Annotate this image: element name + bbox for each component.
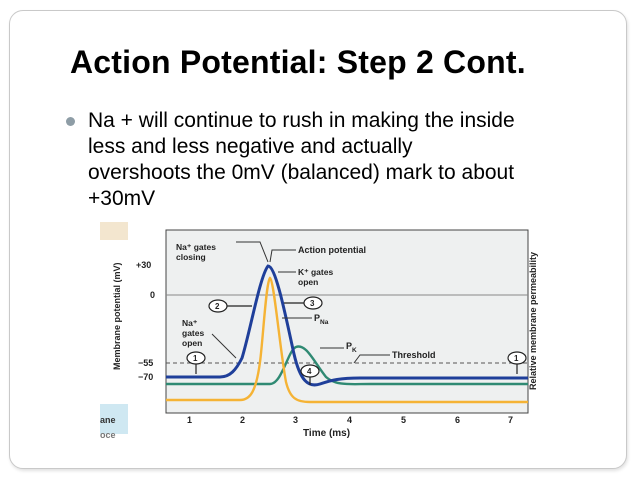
- y-tick-label: 0: [150, 290, 155, 300]
- label-pna: PNa: [314, 313, 329, 326]
- plot-area: [165, 229, 529, 414]
- callout-line: [353, 354, 390, 364]
- x-tick-label: 1: [187, 415, 192, 425]
- label-pk-main: P: [346, 341, 352, 351]
- decor-strip-bottom: [100, 404, 128, 434]
- step-marker: 1: [507, 351, 527, 374]
- x-axis-label: Time (ms): [303, 428, 350, 439]
- x-tick-label: 4: [347, 415, 352, 425]
- bullet-icon: [66, 117, 75, 126]
- label-na-closing-line: closing: [176, 252, 206, 262]
- pna-curve: [166, 276, 528, 404]
- label-na-open: Na⁺ gates open: [182, 318, 207, 348]
- pk-curve: [166, 345, 528, 386]
- label-na-open-line: gates: [182, 328, 204, 338]
- label-k-open-line: K⁺ gates: [298, 267, 333, 277]
- callout-line: [236, 241, 269, 263]
- action-potential-curve: [166, 264, 528, 387]
- bullet-text: Na + will continue to rush in making the…: [88, 109, 515, 210]
- edge-fragment: oce: [100, 430, 116, 440]
- label-action-potential: Action potential: [298, 245, 366, 255]
- decor-strip: [100, 222, 128, 240]
- slide-title: Action Potential: Step 2 Cont.: [70, 44, 526, 80]
- label-pk-sub: K: [352, 347, 357, 354]
- label-pna-sub: Na: [320, 319, 329, 326]
- svg-text:2: 2: [215, 302, 220, 311]
- svg-text:4: 4: [307, 367, 312, 376]
- step-marker: 2: [208, 299, 252, 313]
- label-na-open-line: Na⁺: [182, 318, 198, 328]
- label-pk: PK: [346, 341, 357, 354]
- label-threshold: Threshold: [392, 350, 436, 360]
- x-tick-label: 5: [401, 415, 406, 425]
- bullet-item: Na + will continue to rush in making the…: [66, 108, 606, 212]
- y-tick-label: −70: [138, 372, 153, 382]
- y-tick-label: +30: [136, 260, 151, 270]
- svg-text:1: 1: [514, 354, 519, 363]
- edge-fragment: ane: [100, 415, 116, 425]
- x-tick-label: 6: [455, 415, 460, 425]
- label-pna-main: P: [314, 313, 320, 323]
- right-axis-label: Relative membrane permeability: [528, 252, 538, 390]
- y-axis-label: Membrane potential (mV): [112, 262, 122, 370]
- step-marker: 3: [284, 296, 323, 310]
- step-marker: 1: [186, 351, 206, 374]
- label-k-open-line: open: [298, 277, 318, 287]
- label-k-open: K⁺ gates open: [298, 267, 336, 287]
- x-tick-label: 7: [508, 415, 513, 425]
- callout-line: [269, 249, 296, 263]
- svg-text:1: 1: [193, 354, 198, 363]
- label-na-closing: Na⁺ gates closing: [176, 242, 218, 262]
- action-potential-figure: ane oce Membrane potential (mV) Relative…: [100, 222, 538, 440]
- svg-text:3: 3: [310, 299, 315, 308]
- callout-line: [211, 333, 237, 359]
- label-na-closing-line: Na⁺ gates: [176, 242, 216, 252]
- y-tick-label: −55: [138, 358, 153, 368]
- x-tick-label: 2: [240, 415, 245, 425]
- label-na-open-line: open: [182, 338, 202, 348]
- step-marker: 4: [300, 364, 320, 385]
- x-tick-label: 3: [293, 415, 298, 425]
